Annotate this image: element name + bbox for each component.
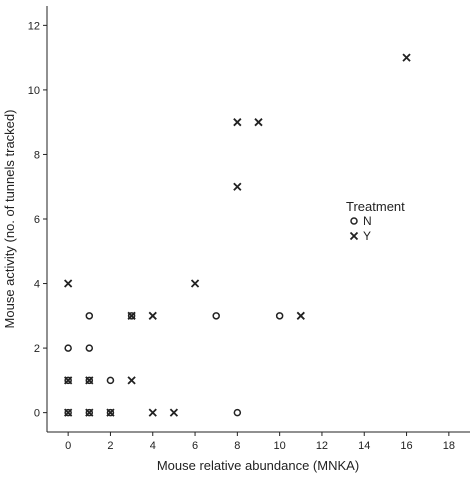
y-tick-label: 6	[34, 214, 40, 226]
legend-label-y: Y	[363, 229, 371, 243]
point-n	[64, 408, 72, 417]
point-n	[85, 376, 94, 385]
point-y	[85, 376, 94, 385]
x-tick-label: 6	[192, 440, 198, 452]
x-tick-label: 16	[400, 440, 412, 452]
x-axis-title: Mouse relative abundance (MNKA)	[157, 458, 359, 473]
point-y	[190, 279, 200, 288]
point-n	[85, 344, 94, 352]
x-ticks: 0 2 4 6 8 10 12 14 16 18	[65, 432, 455, 452]
point-y	[254, 118, 263, 127]
y-tick-label: 10	[28, 85, 40, 97]
point-y	[106, 408, 115, 417]
point-y	[402, 53, 411, 62]
x-tick-label: 2	[107, 440, 113, 452]
x-tick-label: 18	[443, 440, 455, 452]
axes	[46, 6, 470, 433]
x-tick-label: 8	[234, 440, 240, 452]
x-tick-label: 0	[65, 440, 71, 452]
x-tick-label: 10	[274, 440, 286, 452]
point-y	[127, 311, 136, 320]
point-n	[85, 312, 94, 320]
point-y	[148, 408, 157, 417]
point-n	[85, 408, 94, 417]
legend: Treatment NY	[346, 199, 405, 243]
point-y	[148, 311, 157, 320]
point-y	[64, 279, 73, 288]
point-y	[64, 376, 73, 385]
y-ticks: 0 2 4 6 8 10 12	[28, 20, 47, 420]
legend-label-n: N	[363, 214, 372, 228]
point-y	[233, 182, 242, 191]
x-tick-label: 12	[316, 440, 328, 452]
legend-key-n	[350, 217, 358, 225]
point-n	[64, 376, 72, 385]
point-y	[64, 408, 73, 417]
y-tick-label: 4	[34, 279, 40, 291]
x-tick-label: 14	[358, 440, 370, 452]
x-tick-label: 4	[150, 440, 156, 452]
point-y	[127, 376, 136, 385]
point-y	[233, 118, 242, 127]
y-tick-label: 12	[28, 20, 40, 32]
point-n	[212, 312, 220, 320]
point-y	[296, 311, 305, 320]
point-n	[106, 408, 115, 417]
y-tick-label: 8	[34, 149, 40, 161]
point-y	[169, 408, 179, 417]
point-n	[275, 312, 284, 320]
point-n	[106, 376, 115, 385]
legend-entries: NY	[349, 214, 372, 243]
y-tick-label: 2	[34, 343, 40, 355]
y-tick-label: 0	[34, 408, 40, 420]
point-y	[85, 408, 94, 417]
point-n	[233, 408, 242, 417]
data-points	[64, 53, 411, 417]
legend-key-y	[349, 231, 359, 241]
y-axis-title: Mouse activity (no. of tunnels tracked)	[2, 110, 17, 329]
point-n	[127, 312, 136, 320]
legend-title: Treatment	[346, 199, 405, 214]
point-n	[64, 344, 72, 352]
